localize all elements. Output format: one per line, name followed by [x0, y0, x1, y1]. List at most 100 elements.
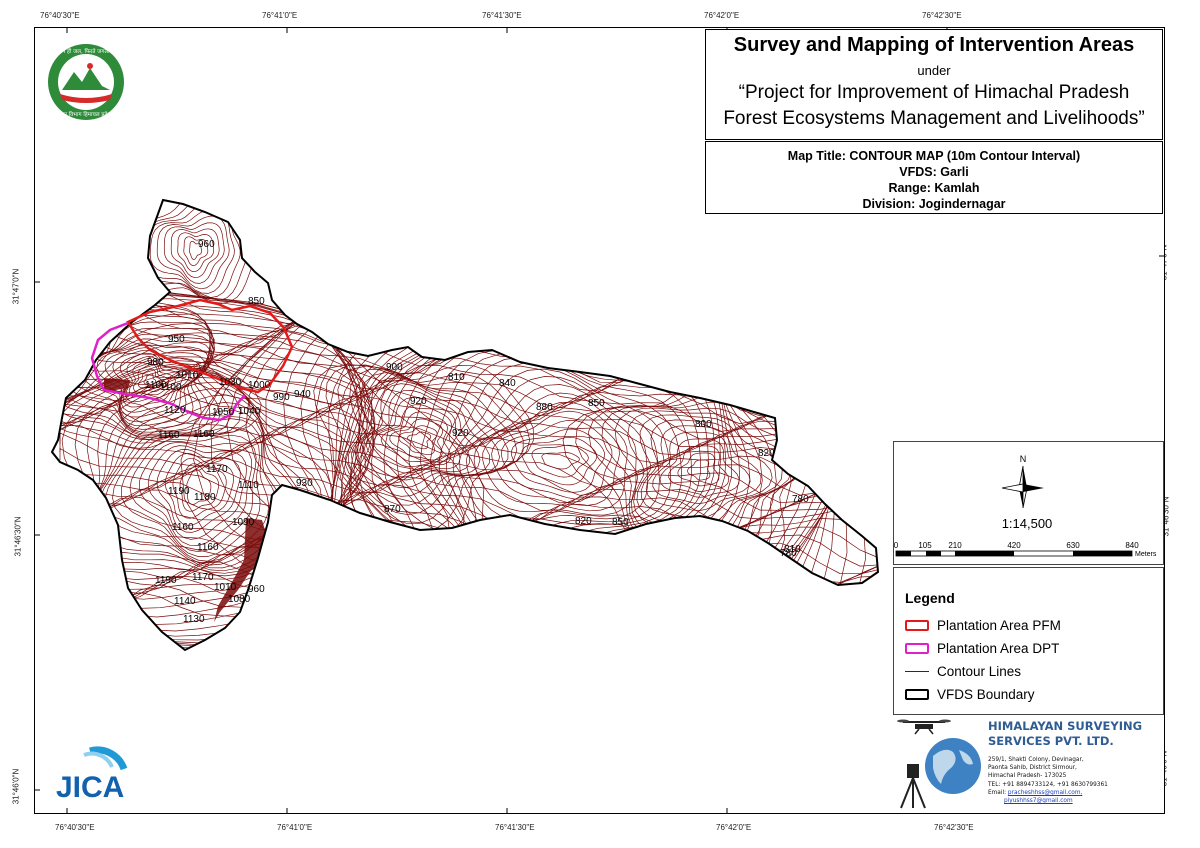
company-address: 259/1, Shakti Colony, Devinagar, Paonta …	[988, 756, 1108, 805]
contour-elevation-label: 1170	[192, 572, 214, 583]
title-under: under	[917, 63, 951, 78]
contour-line	[313, 363, 534, 541]
contour-line	[112, 418, 270, 562]
contour-line	[652, 431, 751, 504]
contour-line	[180, 206, 866, 650]
drone-icon	[897, 719, 951, 735]
contour-line	[59, 481, 878, 520]
bottom-coord-label: 76°41'0"E	[277, 823, 313, 832]
contour-elevation-label: 840	[499, 378, 516, 389]
contour-elevation-label: 810	[784, 544, 801, 555]
contour-line	[183, 236, 209, 266]
contour-elevation-label: 1050	[212, 407, 235, 418]
contour-line	[186, 469, 212, 505]
contour-line	[636, 414, 783, 528]
project-title-line1: “Project for Improvement of Himachal Pra…	[738, 82, 1130, 103]
legend-swatch-pfm	[905, 619, 929, 631]
contour-elevation-label: 950	[168, 334, 185, 345]
contour-line	[59, 312, 878, 353]
legend-swatch-contour	[905, 670, 929, 672]
email-link[interactable]: pracheshhss@gmail.com,	[1007, 789, 1083, 796]
contour-line	[373, 404, 461, 470]
logo-top-text: वन ही जल, फिरते जगलाय	[59, 48, 113, 55]
contour-line	[177, 232, 215, 273]
top-coord-label: 76°41'30"E	[482, 11, 522, 20]
total-station-icon	[900, 764, 926, 809]
contour-elevation-label: 780	[780, 548, 797, 559]
contour-line	[531, 444, 589, 478]
contour-elevation-label: 920	[452, 428, 469, 439]
contour-elevation-label: 820	[575, 516, 592, 527]
bottom-coord-label: 76°42'0"E	[716, 823, 752, 832]
bottom-coord-label: 76°40'30"E	[55, 823, 95, 832]
legend-label: Contour Lines	[937, 663, 1022, 679]
contour-line	[128, 359, 176, 398]
legend-title: Legend	[905, 590, 955, 606]
contour-elevation-label: 960	[248, 584, 265, 595]
contour-elevation-label: 850	[248, 296, 265, 307]
contour-elevation-label: 800	[695, 419, 712, 430]
contour-elevation-label: 1170	[206, 464, 228, 475]
plantation-area-pfm[interactable]	[126, 298, 294, 394]
contour-line	[354, 383, 490, 489]
contour-elevation-label: 1190	[155, 575, 177, 586]
contour-line	[328, 240, 837, 649]
jica-logo: JICA	[56, 746, 128, 804]
contour-line	[640, 419, 773, 519]
address-line: 259/1, Shakti Colony, Devinagar,	[988, 757, 1084, 763]
contour-line	[326, 245, 823, 634]
company-info-box: HIMALAYAN SURVEYING SERVICES PVT. LTD. 2…	[893, 716, 1164, 813]
left-coord-label: 31°46'0"N	[11, 768, 21, 805]
legend-label: Plantation Area PFM	[937, 617, 1061, 633]
contour-elevation-label: 1100	[145, 380, 167, 391]
contour-elevation-label: 1080	[228, 594, 251, 605]
contour-line	[59, 400, 878, 440]
contour-elevation-label: 1190	[168, 486, 190, 497]
contour-line	[104, 410, 279, 566]
scale-unit: Meters	[1135, 551, 1157, 558]
contour-line	[189, 240, 202, 260]
contour-line	[466, 384, 648, 522]
contour-elevation-label: 1110	[238, 480, 259, 491]
scale-tick-label: 210	[948, 541, 962, 550]
contour-elevation-label: 1090	[232, 517, 255, 528]
contour-elevation-label: 900	[386, 362, 403, 373]
company-name-line2: SERVICES PVT. LTD.	[988, 734, 1114, 748]
contour-elevation-label: 820	[758, 448, 775, 459]
contour-line	[163, 222, 225, 284]
plantation-area-dpt[interactable]	[90, 321, 246, 422]
contour-line	[138, 441, 253, 546]
contour-line	[380, 411, 451, 466]
contour-line	[59, 456, 878, 496]
contour-line	[482, 401, 628, 512]
email-link[interactable]: piyushhss7@gmail.com	[1004, 798, 1073, 805]
project-title-line2: Forest Ecosystems Management and Livelih…	[723, 108, 1145, 129]
top-coord-label: 76°42'0"E	[704, 11, 740, 20]
legend-item-contour: Contour Lines	[905, 663, 1021, 679]
scale-tick-label: 630	[1066, 541, 1080, 550]
contour-elevation-label: 1160	[193, 429, 215, 440]
contour-elevation-label: 1000	[248, 380, 271, 391]
north-arrow-and-scale: N 1:14,500 0 105 210 420 630 840 Meters	[894, 454, 1157, 558]
contour-elevation-label: 1100	[160, 382, 182, 393]
steep-slope-areas	[104, 378, 268, 622]
contour-line	[59, 425, 878, 464]
contour-line	[614, 407, 801, 545]
contour-line	[59, 384, 878, 425]
contour-line	[677, 452, 720, 487]
legend-label: VFDS Boundary	[937, 686, 1035, 702]
contour-elevation-label: 1130	[183, 614, 205, 625]
contour-line	[133, 364, 169, 393]
bottom-coord-label: 76°42'30"E	[934, 823, 974, 832]
contour-line	[541, 452, 580, 470]
vfds-line: VFDS: Garli	[899, 165, 969, 179]
contour-line	[59, 464, 878, 504]
contour-line	[659, 438, 740, 498]
map-info-box: Map Title: CONTOUR MAP (10m Contour Inte…	[705, 141, 1163, 214]
contour-line	[156, 215, 230, 290]
contour-line	[521, 436, 598, 486]
bottom-coord-label: 76°41'30"E	[495, 823, 535, 832]
logo-bottom-text: वन विभाग हिमाचल प्रदेश	[61, 111, 112, 118]
